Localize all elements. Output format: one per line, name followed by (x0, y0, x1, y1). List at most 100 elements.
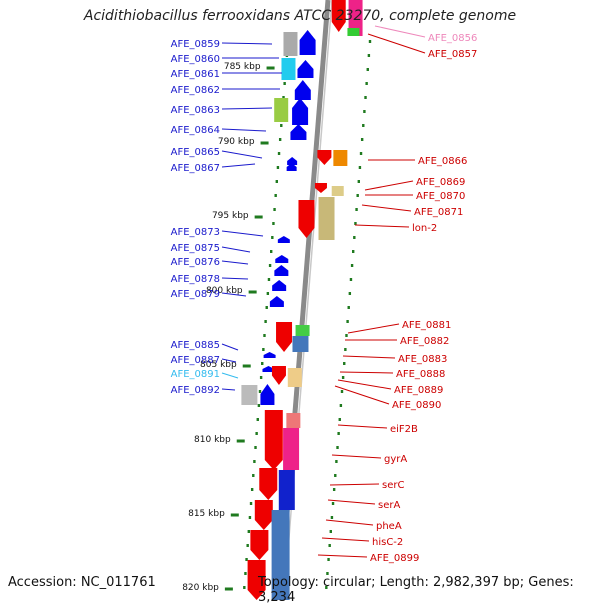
ruler-label: 795 kbp (212, 211, 249, 221)
outer-right-track-dot (349, 278, 353, 281)
label-leader-line (354, 224, 410, 228)
gene-label-right: AFE_0869 (416, 177, 465, 188)
outer-left-track-dot (268, 264, 272, 267)
gene-right-strand (250, 530, 269, 560)
gene-label-right: AFE_0856 (428, 33, 477, 44)
label-leader-line (361, 204, 412, 212)
label-leader-line (339, 371, 394, 374)
gene-label-right: AFE_0889 (394, 385, 443, 396)
ruler-tick (248, 290, 257, 294)
outer-right-track-dot (328, 544, 331, 547)
outer-left-track-dot (262, 348, 265, 351)
outer-left-track (243, 40, 290, 589)
gene-label-left: AFE_0864 (171, 125, 220, 136)
outer-right-track-dot (326, 572, 329, 575)
outer-right-track-dot (334, 474, 337, 477)
label-leader-line (347, 323, 400, 334)
label-leader-line (221, 358, 237, 363)
ruler-label: 785 kbp (224, 62, 261, 72)
label-leader-line (221, 150, 263, 159)
outer-right-track-dot (357, 180, 360, 183)
gene-label-left: AFE_0859 (171, 39, 220, 50)
outer-right-track-dot (356, 194, 359, 197)
outer-left-track-dot (258, 390, 262, 393)
gene-block-navy (278, 470, 295, 510)
outer-right-track-dot (344, 348, 347, 351)
outer-right-track (325, 40, 372, 589)
label-leader-line (337, 424, 388, 429)
gene-block-green (295, 325, 310, 336)
outer-right-track-dot (366, 68, 369, 71)
gene-left-strand (272, 280, 287, 291)
gene-label-left: AFE_0878 (171, 274, 220, 285)
outer-right-track-dot (338, 418, 341, 421)
ruler-tick (254, 215, 263, 219)
gene-label-left: AFE_0892 (171, 385, 220, 396)
outer-left-track-dot (245, 558, 248, 561)
gene-left-strand (297, 60, 314, 78)
gene-label-right: gyrA (384, 454, 407, 465)
outer-right-track-dot (359, 152, 363, 155)
outer-right-track-dot (336, 446, 339, 449)
label-leader-line (329, 483, 380, 486)
outer-right-track-dot (347, 306, 350, 309)
gene-right-strand (254, 500, 273, 530)
outer-right-track-dot (365, 82, 368, 85)
gene-left-strand (269, 296, 284, 307)
gene-block-pink (348, 0, 363, 36)
gene-right-strand (247, 560, 266, 600)
gene-right-strand (276, 322, 293, 352)
outer-right-track-dot (329, 530, 332, 533)
gene-block-gray (241, 385, 258, 405)
gene-label-right: AFE_0857 (428, 49, 477, 60)
ruler-tick (230, 513, 239, 517)
map-title: Acidithiobacillus ferrooxidans ATCC 2327… (83, 8, 517, 24)
ruler-tick (242, 364, 251, 368)
topology-text: Topology: circular; Length: 2,982,397 bp… (258, 575, 574, 605)
outer-right-track-dot (327, 558, 330, 561)
outer-left-track-dot (265, 306, 268, 309)
label-leader-line (221, 260, 249, 265)
gene-label-left: AFE_0879 (171, 289, 220, 300)
gene-label-right: AFE_0871 (414, 207, 463, 218)
gene-label-left: AFE_0867 (171, 163, 220, 174)
gene-label-right: eiF2B (390, 424, 418, 435)
gene-left-strand (260, 384, 275, 405)
outer-left-track-dot (246, 544, 249, 547)
outer-right-track-dot (350, 264, 354, 267)
outer-left-track-dot (274, 194, 277, 197)
gene-block-cyan (281, 58, 296, 80)
gene-right-strand (317, 150, 332, 165)
gene-block-steel (292, 336, 309, 352)
outer-left-track-dot (261, 362, 264, 365)
gene-label-left: AFE_0860 (171, 54, 220, 65)
gene-label-right: AFE_0899 (370, 553, 419, 564)
outer-right-track-dot (358, 166, 362, 169)
label-leader-line (364, 180, 414, 191)
gene-block-gray (283, 32, 298, 56)
ruler-label: 810 kbp (194, 435, 231, 445)
gene-label-left: AFE_0876 (171, 257, 220, 268)
gene-left-strand (294, 80, 311, 100)
outer-right-track-dot (368, 40, 372, 43)
gene-right-strand (298, 200, 315, 238)
ruler-label: 820 kbp (182, 583, 219, 593)
outer-left-track-dot (250, 488, 254, 491)
gene-left-strand (292, 98, 309, 125)
gene-right-strand (264, 410, 283, 470)
gene-label-right: AFE_0883 (398, 354, 447, 365)
gene-label-right: AFE_0890 (392, 400, 441, 411)
label-leader-line (321, 537, 370, 542)
gene-label-right: pheA (376, 521, 402, 532)
outer-right-track-dot (337, 432, 340, 435)
label-leader-line (325, 519, 374, 526)
outer-right-track-dot (360, 138, 364, 141)
outer-left-track-dot (247, 530, 250, 533)
gene-block-tan (287, 368, 302, 387)
gene-left-strand (287, 157, 298, 165)
ruler-tick (260, 141, 269, 145)
outer-left-track-dot (276, 166, 280, 169)
outer-left-track-dot (283, 82, 286, 85)
outer-left-track-dot (272, 222, 275, 225)
label-leader-line (221, 246, 251, 253)
